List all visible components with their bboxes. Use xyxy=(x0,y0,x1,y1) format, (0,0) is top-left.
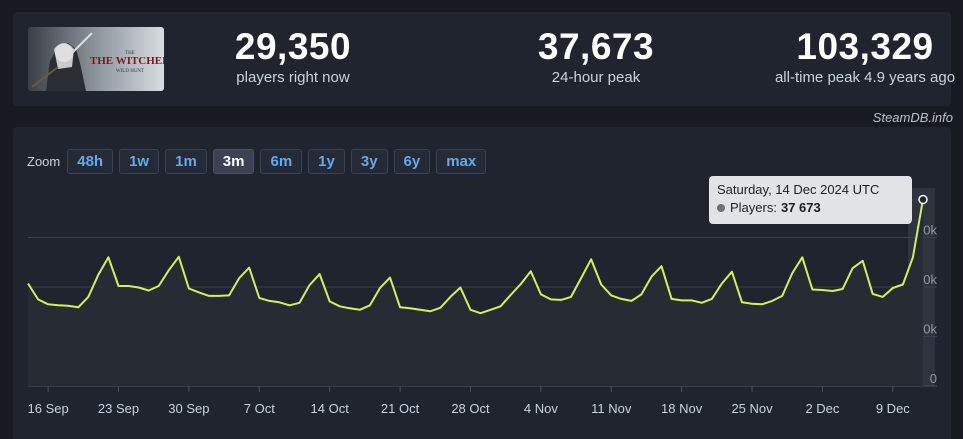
zoom-bar: Zoom 48h 1w 1m 3m 6m 1y 3y 6y max xyxy=(27,149,492,174)
all-time-peak-value: 103,329 xyxy=(796,26,934,67)
tooltip-date: Saturday, 14 Dec 2024 UTC xyxy=(717,182,880,197)
y-tick-label: 0 xyxy=(930,371,937,386)
tooltip-value: 37 673 xyxy=(780,200,821,215)
stats-card: THE THE WITCHER WILD HUNT 29,350 players… xyxy=(13,12,955,106)
series-dot-icon xyxy=(717,204,725,212)
x-tick-label: 18 Nov xyxy=(661,401,703,416)
stat-24h-peak: 37,673 24-hour peak xyxy=(476,26,716,87)
zoom-1y-button[interactable]: 1y xyxy=(308,149,345,174)
game-logo-image: THE THE WITCHER WILD HUNT xyxy=(28,27,164,91)
zoom-label: Zoom xyxy=(27,154,61,169)
hover-point-marker xyxy=(918,194,928,205)
zoom-3m-button[interactable]: 3m xyxy=(212,149,255,174)
chart-card: 0 10k 20k 30k 16 Sep 23 Sep 30 Sep 7 Oct 14 Oct 2… xyxy=(13,127,951,439)
stat-current-players: 29,350 players right now xyxy=(173,26,413,87)
zoom-3y-button[interactable]: 3y xyxy=(350,149,388,174)
series-line-players xyxy=(27,199,924,315)
x-tick-label: 25 Nov xyxy=(731,401,773,416)
all-time-peak-label: all-time peak 4.9 years ago xyxy=(774,69,956,86)
x-tick-label: 30 Sep xyxy=(168,401,209,416)
x-tick-label: 11 Nov xyxy=(591,401,632,416)
tooltip-series-row: Players: 37 673 xyxy=(717,199,904,217)
chart-tooltip: Saturday, 14 Dec 2024 UTC Players: 37 67… xyxy=(709,176,912,224)
zoom-6m-button[interactable]: 6m xyxy=(260,149,303,174)
zoom-1w-button[interactable]: 1w xyxy=(119,149,160,174)
zoom-1m-button[interactable]: 1m xyxy=(165,149,207,174)
stat-all-time-peak: 103,329 all-time peak 4.9 years ago xyxy=(745,26,963,87)
x-tick-label: 2 Dec xyxy=(805,401,839,416)
x-tick-label: 14 Oct xyxy=(311,401,350,416)
zoom-max-button[interactable]: max xyxy=(436,149,487,174)
x-tick-label: 23 Sep xyxy=(98,401,139,416)
zoom-48h-button[interactable]: 48h xyxy=(67,149,114,174)
x-tick-label: 16 Sep xyxy=(28,401,69,416)
x-tick-label: 7 Oct xyxy=(244,401,275,416)
zoom-6y-button[interactable]: 6y xyxy=(393,149,431,174)
logo-subtitle-text: WILD HUNT xyxy=(116,69,144,74)
x-tick-label: 28 Oct xyxy=(451,401,490,416)
logo-small-text: THE xyxy=(125,51,135,56)
x-tick-label: 4 Nov xyxy=(524,401,558,416)
series-area xyxy=(28,199,923,386)
peak-24h-value: 37,673 xyxy=(537,26,655,67)
current-players-label: players right now xyxy=(236,69,350,86)
current-players-value: 29,350 xyxy=(234,26,352,67)
tooltip-series-label: Players: xyxy=(730,200,777,215)
x-tick-label: 9 Dec xyxy=(876,401,910,416)
witcher-cover-art: THE THE WITCHER WILD HUNT xyxy=(28,27,164,91)
source-attribution[interactable]: SteamDB.info xyxy=(872,110,953,125)
peak-24h-label: 24-hour peak xyxy=(551,69,641,86)
logo-title-text: THE WITCHER xyxy=(90,55,164,67)
x-tick-label: 21 Oct xyxy=(381,401,420,416)
